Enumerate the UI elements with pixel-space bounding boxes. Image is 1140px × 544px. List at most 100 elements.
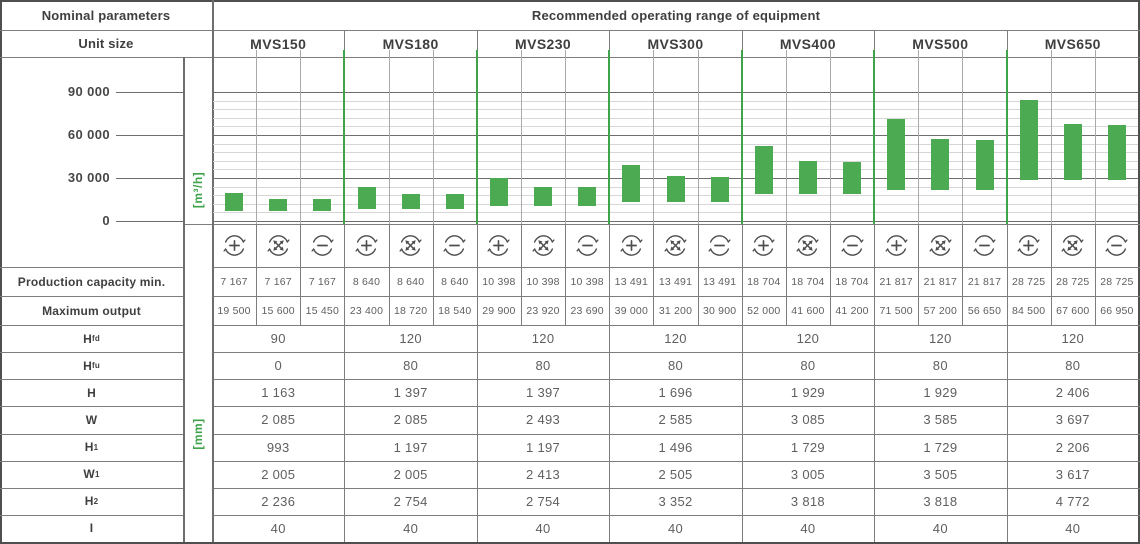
border-left [0, 0, 2, 544]
dim-value: 2 493 [526, 412, 561, 428]
dim-value: 40 [800, 520, 816, 536]
column-divider [565, 224, 567, 325]
range-bar-MVS300-minus [710, 176, 729, 202]
max-output-value: 66 950 [1100, 304, 1134, 317]
range-bar-MVS400-cross [798, 161, 817, 195]
range-bar-MVS150-cross [269, 198, 288, 211]
minor-gridline [213, 160, 1138, 162]
max-output-row-label: Maximum output [42, 303, 141, 318]
group-separator-line [740, 50, 743, 224]
dim-value: 2 085 [393, 412, 428, 428]
major-gridline [213, 135, 1138, 136]
dim-value: 80 [932, 358, 948, 374]
dim-value: 2 505 [658, 466, 693, 482]
cross-circle-icon [662, 232, 689, 259]
capacity-min-value: 13 491 [702, 275, 737, 288]
dim-value: 1 397 [526, 385, 561, 401]
max-output-value: 31 200 [658, 304, 693, 317]
column-divider [609, 325, 611, 542]
row-divider [212, 325, 1140, 326]
subcolumn-line [830, 50, 831, 224]
unit-header-MVS300: MVS300 [647, 35, 704, 52]
minor-gridline [213, 109, 1138, 111]
dim-value: 3 352 [658, 493, 693, 509]
dim-value: 1 929 [790, 385, 825, 401]
dim-value: 1 696 [658, 385, 693, 401]
column-divider [344, 224, 346, 325]
capacity-min-value: 8 640 [396, 275, 425, 288]
y-axis-unit-label: [m³/h] [191, 171, 205, 209]
max-output-value: 15 450 [305, 304, 339, 317]
minor-gridline [213, 143, 1138, 145]
unit-header-MVS230: MVS230 [515, 35, 572, 52]
y-axis-tick-label: 0 [102, 213, 110, 228]
column-divider [1006, 224, 1008, 325]
max-output-value: 84 500 [1011, 304, 1046, 317]
capacity-min-value: 10 398 [482, 275, 516, 288]
dim-label-base: W [85, 412, 98, 427]
dim-value: 4 772 [1055, 493, 1090, 509]
row-divider [0, 406, 183, 408]
y-axis-tick [116, 177, 183, 180]
axis-line [183, 57, 185, 542]
dim-value: 120 [531, 331, 555, 347]
dim-value: 80 [667, 358, 684, 374]
column-divider [256, 224, 258, 325]
column-divider [432, 224, 434, 325]
dim-value: 2 413 [526, 466, 561, 482]
range-bar-MVS500-cross [931, 139, 950, 190]
dim-value: 120 [399, 331, 422, 347]
row-divider [212, 267, 1140, 268]
dim-value: 1 729 [790, 439, 825, 455]
dim-value: 120 [664, 331, 687, 347]
plus-circle-icon [221, 232, 248, 259]
column-divider [918, 224, 920, 325]
row-divider [212, 460, 1140, 462]
capacity-min-value: 18 704 [791, 275, 825, 288]
row-divider [0, 296, 183, 297]
cross-circle-icon [397, 232, 424, 259]
dim-value: 2 085 [261, 412, 296, 428]
unit-header-MVS150: MVS150 [250, 35, 307, 52]
column-divider [521, 224, 522, 325]
max-output-value: 41 200 [835, 304, 869, 317]
max-output-value: 29 900 [482, 304, 516, 317]
row-divider [212, 514, 1140, 516]
minor-gridline [213, 169, 1138, 171]
minus-circle-icon [309, 232, 336, 259]
max-output-value: 18 540 [438, 304, 472, 317]
minor-gridline [213, 126, 1138, 128]
max-output-value: 71 500 [879, 304, 913, 317]
capacity-min-value: 7 167 [264, 275, 292, 288]
cross-circle-icon [265, 232, 292, 259]
column-divider [785, 224, 787, 325]
dim-label-base: H [83, 358, 92, 373]
group-separator-line [873, 50, 876, 224]
row-divider [0, 352, 183, 354]
header-recommended-range: Recommended operating range of equipment [531, 7, 821, 23]
dim-value: 40 [535, 520, 551, 536]
max-output-value: 52 000 [747, 304, 781, 317]
dim-label-base: H [84, 440, 94, 455]
column-divider [830, 224, 831, 325]
dim-value: 3 505 [923, 466, 958, 482]
dim-value: 1 163 [261, 385, 296, 401]
column-divider [1094, 224, 1096, 325]
capacity-min-value: 10 398 [570, 275, 604, 288]
range-bar-MVS300-plus [622, 165, 641, 202]
subcolumn-line [432, 50, 434, 224]
row-divider [212, 433, 1140, 435]
subcolumn-line [1094, 50, 1096, 224]
y-axis-tick [116, 91, 183, 94]
row-divider [212, 379, 1140, 381]
column-divider [344, 325, 346, 542]
column-divider [874, 224, 876, 325]
capacity-min-value: 21 817 [923, 275, 957, 288]
range-bar-MVS150-minus [313, 198, 332, 211]
max-output-value: 41 600 [791, 304, 825, 317]
dim-value: 1 496 [658, 439, 693, 455]
range-bar-MVS400-minus [843, 161, 862, 195]
dim-value: 40 [270, 520, 286, 536]
